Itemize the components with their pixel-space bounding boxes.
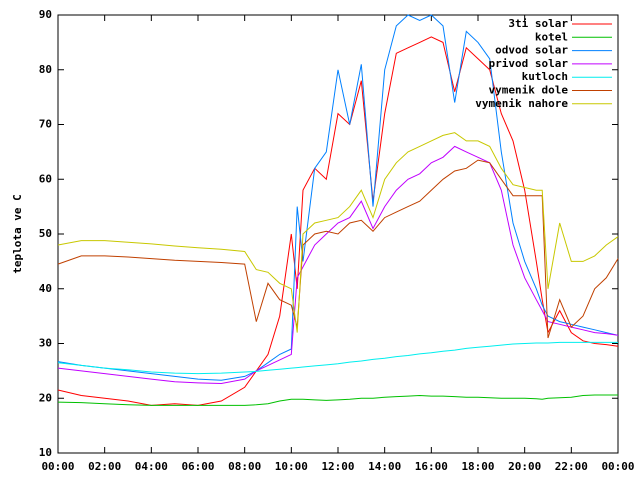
y-tick-label: 40 [39,282,52,295]
x-tick-label: 18:00 [461,460,494,473]
y-tick-label: 70 [39,118,52,131]
y-tick-label: 10 [39,446,52,459]
legend-label: kotel [535,30,568,43]
series-line [57,14,619,381]
x-tick-label: 08:00 [228,460,261,473]
legend-label: vymenik dole [489,84,569,97]
x-tick-label: 20:00 [508,460,541,473]
y-tick-label: 30 [39,337,52,350]
x-tick-label: 02:00 [88,460,121,473]
legend-label: privod solar [489,57,569,70]
x-tick-label: 14:00 [368,460,401,473]
y-axis-label: teplota ve C [11,194,24,273]
y-tick-label: 50 [39,227,52,240]
x-tick-label: 00:00 [601,460,634,473]
series-line [57,132,619,333]
y-tick-label: 80 [39,63,52,76]
legend-label: vymenik nahore [475,97,568,110]
series-line [57,145,619,385]
series-line [57,341,618,375]
legend-label: odvod solar [495,44,568,57]
x-tick-label: 00:00 [41,460,74,473]
series-line [57,36,619,406]
legend-label: 3ti solar [508,17,568,30]
y-tick-label: 60 [39,172,52,185]
y-tick-label: 20 [39,391,52,404]
x-tick-label: 10:00 [275,460,308,473]
x-tick-label: 06:00 [181,460,214,473]
x-tick-label: 22:00 [555,460,588,473]
legend-label: kutloch [522,70,568,83]
x-tick-label: 04:00 [135,460,168,473]
x-tick-label: 12:00 [321,460,354,473]
y-tick-label: 90 [39,8,52,21]
series-line [57,394,618,406]
x-tick-label: 16:00 [415,460,448,473]
